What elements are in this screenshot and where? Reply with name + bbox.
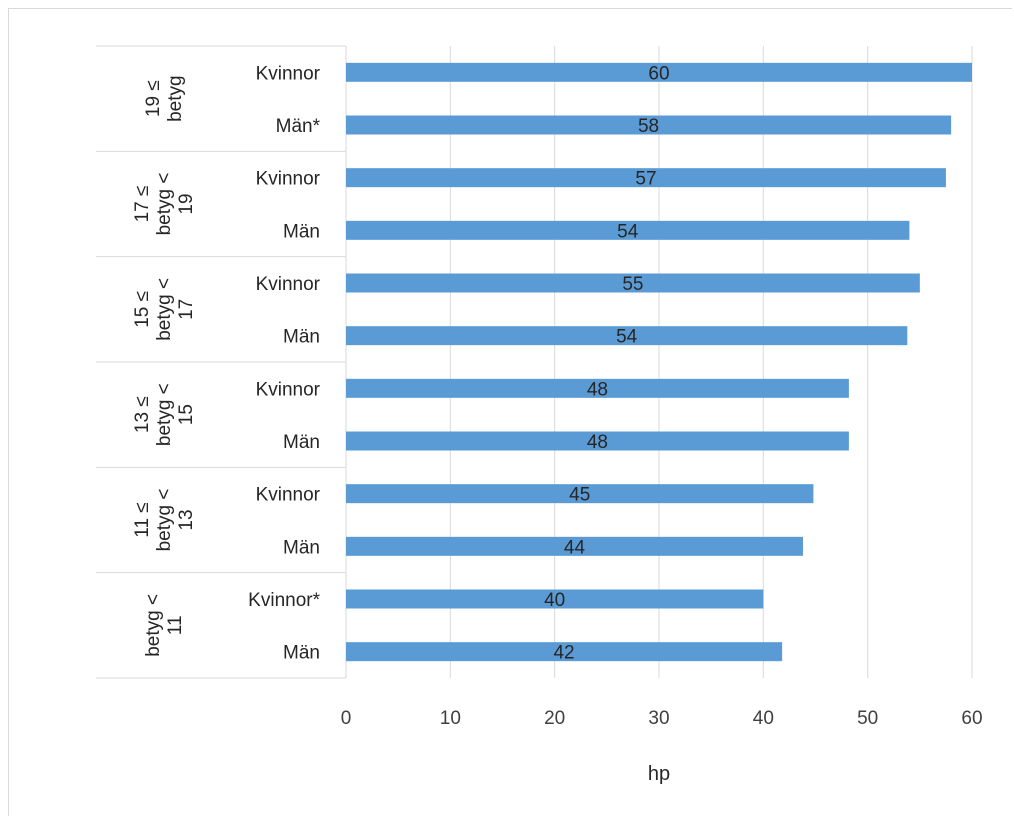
category-label: Kvinnor (256, 274, 321, 295)
data-label: 55 (622, 274, 643, 295)
data-label: 42 (553, 643, 574, 664)
x-tick-label: 40 (753, 708, 774, 729)
group-label: 13 ≤betyg <15 (132, 383, 197, 446)
group-label-line: 17 ≤ (132, 186, 153, 223)
bar (346, 62, 972, 82)
category-label: Män (283, 643, 320, 664)
x-tick-label: 50 (857, 708, 878, 729)
data-label: 54 (617, 221, 639, 242)
data-label: 44 (564, 537, 586, 558)
category-label: Kvinnor (256, 63, 321, 84)
group-label-line: betyg < (154, 278, 175, 341)
bar (346, 431, 849, 451)
group-label: 15 ≤betyg <17 (132, 278, 197, 341)
data-label: 54 (616, 327, 638, 348)
group-label-line: 15 ≤ (132, 291, 153, 328)
category-label: Män (283, 221, 320, 242)
group-label-line: 11 ≤ (132, 502, 153, 537)
x-tick-label: 60 (961, 708, 982, 729)
bar (346, 589, 764, 609)
data-label: 57 (635, 169, 656, 190)
category-label: Kvinnor* (248, 590, 320, 611)
x-tick-label: 10 (440, 708, 461, 729)
chart-frame (8, 8, 1012, 816)
group-label-line: betyg < (154, 173, 175, 236)
bar (346, 326, 908, 346)
group-label: betyg <11 (143, 594, 186, 657)
group-label: 17 ≤betyg <19 (132, 173, 197, 236)
x-axis-title: hp (648, 763, 670, 785)
category-label: Kvinnor (256, 485, 321, 506)
x-tick-label: 20 (544, 708, 565, 729)
category-label: Kvinnor (256, 169, 321, 190)
bar (346, 642, 783, 662)
group-label-line: 19 (176, 193, 197, 214)
group-label: 19 ≤betyg (143, 75, 186, 121)
group-label-line: betyg < (154, 489, 175, 552)
category-label: Män* (276, 116, 321, 137)
group-label-line: betyg < (143, 594, 164, 657)
group-label-line: 13 (176, 509, 197, 530)
category-label: Kvinnor (256, 379, 321, 400)
bar (346, 536, 803, 556)
bar (346, 273, 920, 293)
group-label-line: betyg (165, 75, 186, 121)
category-label: Män (283, 432, 320, 453)
group-label-line: betyg < (154, 383, 175, 446)
x-tick-label: 30 (648, 708, 669, 729)
x-tick-label: 0 (341, 708, 352, 729)
data-label: 40 (544, 590, 565, 611)
bar (346, 378, 849, 398)
category-label: Män (283, 537, 320, 558)
bar (346, 220, 910, 240)
data-label: 58 (638, 116, 659, 137)
bar (346, 168, 946, 188)
group-label-line: 15 (176, 404, 197, 425)
group-label-line: 13 ≤ (132, 396, 153, 433)
data-label: 48 (587, 432, 608, 453)
data-label: 45 (569, 485, 590, 506)
category-label: Män (283, 327, 320, 348)
data-label: 60 (648, 63, 669, 84)
bar (346, 484, 814, 504)
group-label-line: 11 (165, 615, 186, 635)
group-label-line: 17 (176, 299, 197, 320)
bar (346, 115, 952, 135)
data-label: 48 (587, 379, 608, 400)
group-label-line: 19 ≤ (143, 80, 164, 117)
group-label: 11 ≤betyg <13 (132, 489, 197, 552)
